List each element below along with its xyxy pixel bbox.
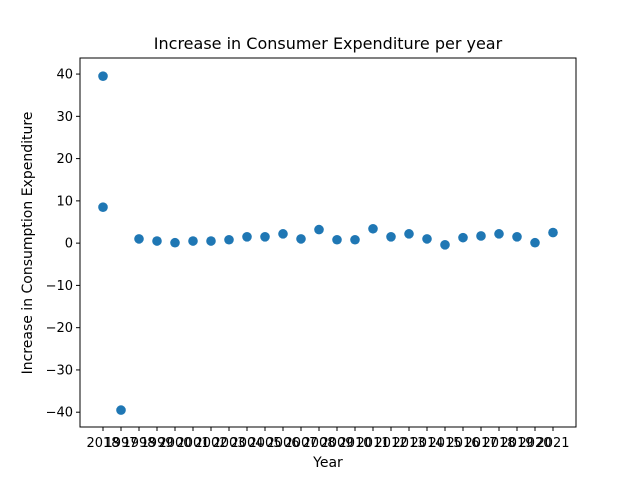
y-tick-label: 0 — [65, 237, 73, 252]
y-tick-label: 10 — [56, 194, 73, 209]
x-tick-label: 2021 — [536, 436, 569, 451]
x-axis-label: Year — [312, 455, 343, 471]
x-tick-label: 1999 — [140, 436, 173, 451]
data-point — [134, 234, 144, 244]
x-tick-label: 2002 — [194, 436, 227, 451]
data-point — [404, 229, 414, 239]
y-axis: −40 −30 −20 −10 0 10 20 30 40 — [46, 68, 80, 421]
data-point — [494, 229, 504, 239]
x-tick-label: 2010 — [338, 436, 371, 451]
x-tick-label: 2003 — [212, 436, 245, 451]
data-point — [314, 224, 324, 235]
plot-area-frame — [79, 57, 577, 428]
data-point — [512, 231, 522, 242]
data-point — [386, 231, 396, 242]
y-axis-label: Increase in Consumption Expenditure — [20, 112, 36, 375]
x-tick-label: 2018 — [86, 436, 119, 451]
y-tick-label: −20 — [46, 321, 73, 336]
x-tick-label: 2013 — [392, 436, 425, 451]
data-point — [458, 232, 468, 243]
data-point — [278, 229, 288, 239]
y-tick-label: 40 — [56, 68, 73, 83]
x-tick-label: 2004 — [230, 436, 263, 451]
x-tick-label: 2012 — [374, 436, 407, 451]
x-tick-label: 2006 — [266, 436, 299, 451]
x-tick-label: 2011 — [356, 436, 389, 451]
data-point — [296, 234, 306, 244]
x-tick-label: 2007 — [284, 436, 317, 451]
x-axis: 2018199719981999200020012002200320042005… — [86, 427, 570, 451]
data-point — [170, 237, 180, 248]
y-tick-label: −30 — [46, 363, 73, 378]
data-point — [98, 202, 108, 213]
x-tick-label: 1997 — [104, 436, 137, 451]
data-point — [188, 236, 198, 246]
x-tick-label: 2001 — [176, 436, 209, 451]
data-point — [224, 234, 234, 245]
data-point — [440, 240, 450, 250]
data-point — [98, 71, 108, 81]
x-tick-label: 2008 — [302, 436, 335, 451]
x-tick-label: 2009 — [320, 436, 353, 451]
x-tick-label: 2000 — [158, 436, 191, 451]
data-point — [332, 234, 342, 245]
data-point — [242, 231, 252, 242]
x-tick-label: 2015 — [428, 436, 461, 451]
data-points — [98, 71, 558, 415]
x-tick-label: 2014 — [410, 436, 443, 451]
y-tick-label: 30 — [56, 110, 73, 125]
data-point — [530, 237, 540, 248]
y-tick-label: −10 — [46, 279, 73, 294]
data-point — [548, 227, 558, 238]
x-tick-label: 2017 — [464, 436, 497, 451]
y-tick-label: 20 — [56, 152, 73, 167]
data-point — [368, 223, 378, 234]
data-point — [476, 231, 486, 241]
x-tick-label: 2016 — [446, 436, 479, 451]
data-point — [152, 236, 162, 246]
x-tick-label: 2019 — [500, 436, 533, 451]
x-tick-label: 2018 — [482, 436, 515, 451]
x-tick-label: 1998 — [122, 436, 155, 451]
data-point — [116, 405, 126, 415]
x-tick-label: 2020 — [518, 436, 551, 451]
x-tick-label: 2005 — [248, 436, 281, 451]
data-point — [422, 234, 432, 244]
data-point — [206, 236, 216, 246]
chart-title: Increase in Consumer Expenditure per yea… — [154, 34, 503, 53]
data-point — [260, 231, 270, 242]
y-tick-label: −40 — [46, 406, 73, 421]
data-point — [350, 234, 360, 245]
